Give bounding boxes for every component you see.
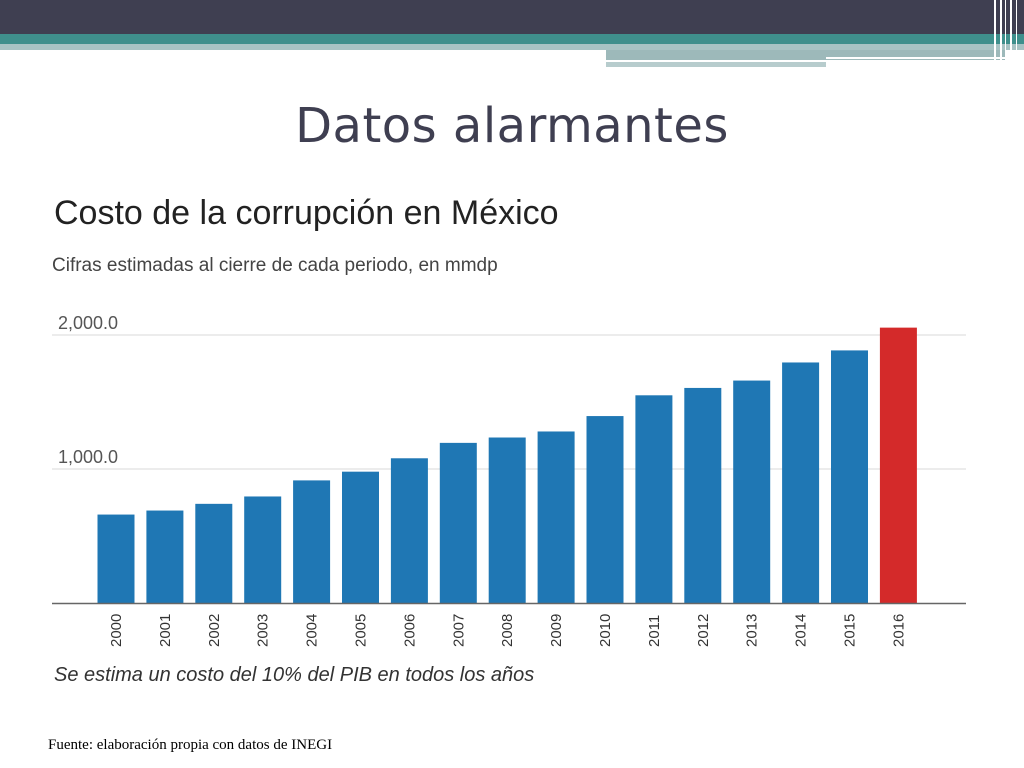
header-stripes xyxy=(990,0,1024,68)
header-band-light xyxy=(0,44,1024,50)
x-tick-label: 2007 xyxy=(450,614,467,647)
bar xyxy=(831,350,868,603)
bar xyxy=(586,416,624,603)
x-tick-label: 2005 xyxy=(353,614,370,647)
bar xyxy=(390,458,428,603)
header-accent-bar-small xyxy=(606,62,826,67)
y-tick-label: 1,000.0 xyxy=(58,447,118,467)
x-tick-label: 2009 xyxy=(548,614,565,647)
x-tick-label: 2008 xyxy=(499,614,516,647)
x-tick-label: 2011 xyxy=(646,615,663,647)
bar xyxy=(293,480,331,603)
slide-title: Datos alarmantes xyxy=(295,98,729,154)
header-band-teal xyxy=(0,34,1024,44)
bar xyxy=(733,380,771,603)
bar xyxy=(684,387,722,603)
x-tick-label: 2004 xyxy=(304,614,321,647)
x-tick-label: 2000 xyxy=(108,614,125,647)
bar xyxy=(488,437,526,603)
header-accent-line xyxy=(826,57,1006,59)
bar xyxy=(439,442,477,603)
bar xyxy=(146,510,184,603)
x-tick-label: 2015 xyxy=(842,614,859,647)
x-tick-label: 2001 xyxy=(157,614,174,647)
chart-title: Costo de la corrupción en México xyxy=(54,194,559,232)
source-note: Fuente: elaboración propia con datos de … xyxy=(48,737,333,753)
x-tick-label: 2014 xyxy=(793,614,810,647)
chart-note: Se estima un costo del 10% del PIB en to… xyxy=(54,664,535,686)
x-tick-label: 2003 xyxy=(255,614,272,647)
bar xyxy=(195,503,233,603)
bar xyxy=(879,327,917,603)
bar xyxy=(782,362,820,603)
header-band-dark xyxy=(0,0,1024,34)
header-accent-bar xyxy=(606,50,1006,60)
chart-subtitle: Cifras estimadas al cierre de cada perio… xyxy=(52,255,498,276)
bar xyxy=(342,471,379,603)
bar xyxy=(244,496,282,603)
x-tick-label: 2016 xyxy=(890,614,907,647)
x-tick-label: 2002 xyxy=(206,614,223,647)
bar xyxy=(635,395,673,603)
x-tick-label: 2006 xyxy=(401,614,418,647)
bar xyxy=(97,514,135,603)
bar xyxy=(537,431,575,603)
x-tick-label: 2012 xyxy=(695,614,712,647)
y-tick-label: 2,000.0 xyxy=(58,313,118,333)
x-tick-label: 2010 xyxy=(597,614,614,647)
x-tick-label: 2013 xyxy=(744,614,761,647)
